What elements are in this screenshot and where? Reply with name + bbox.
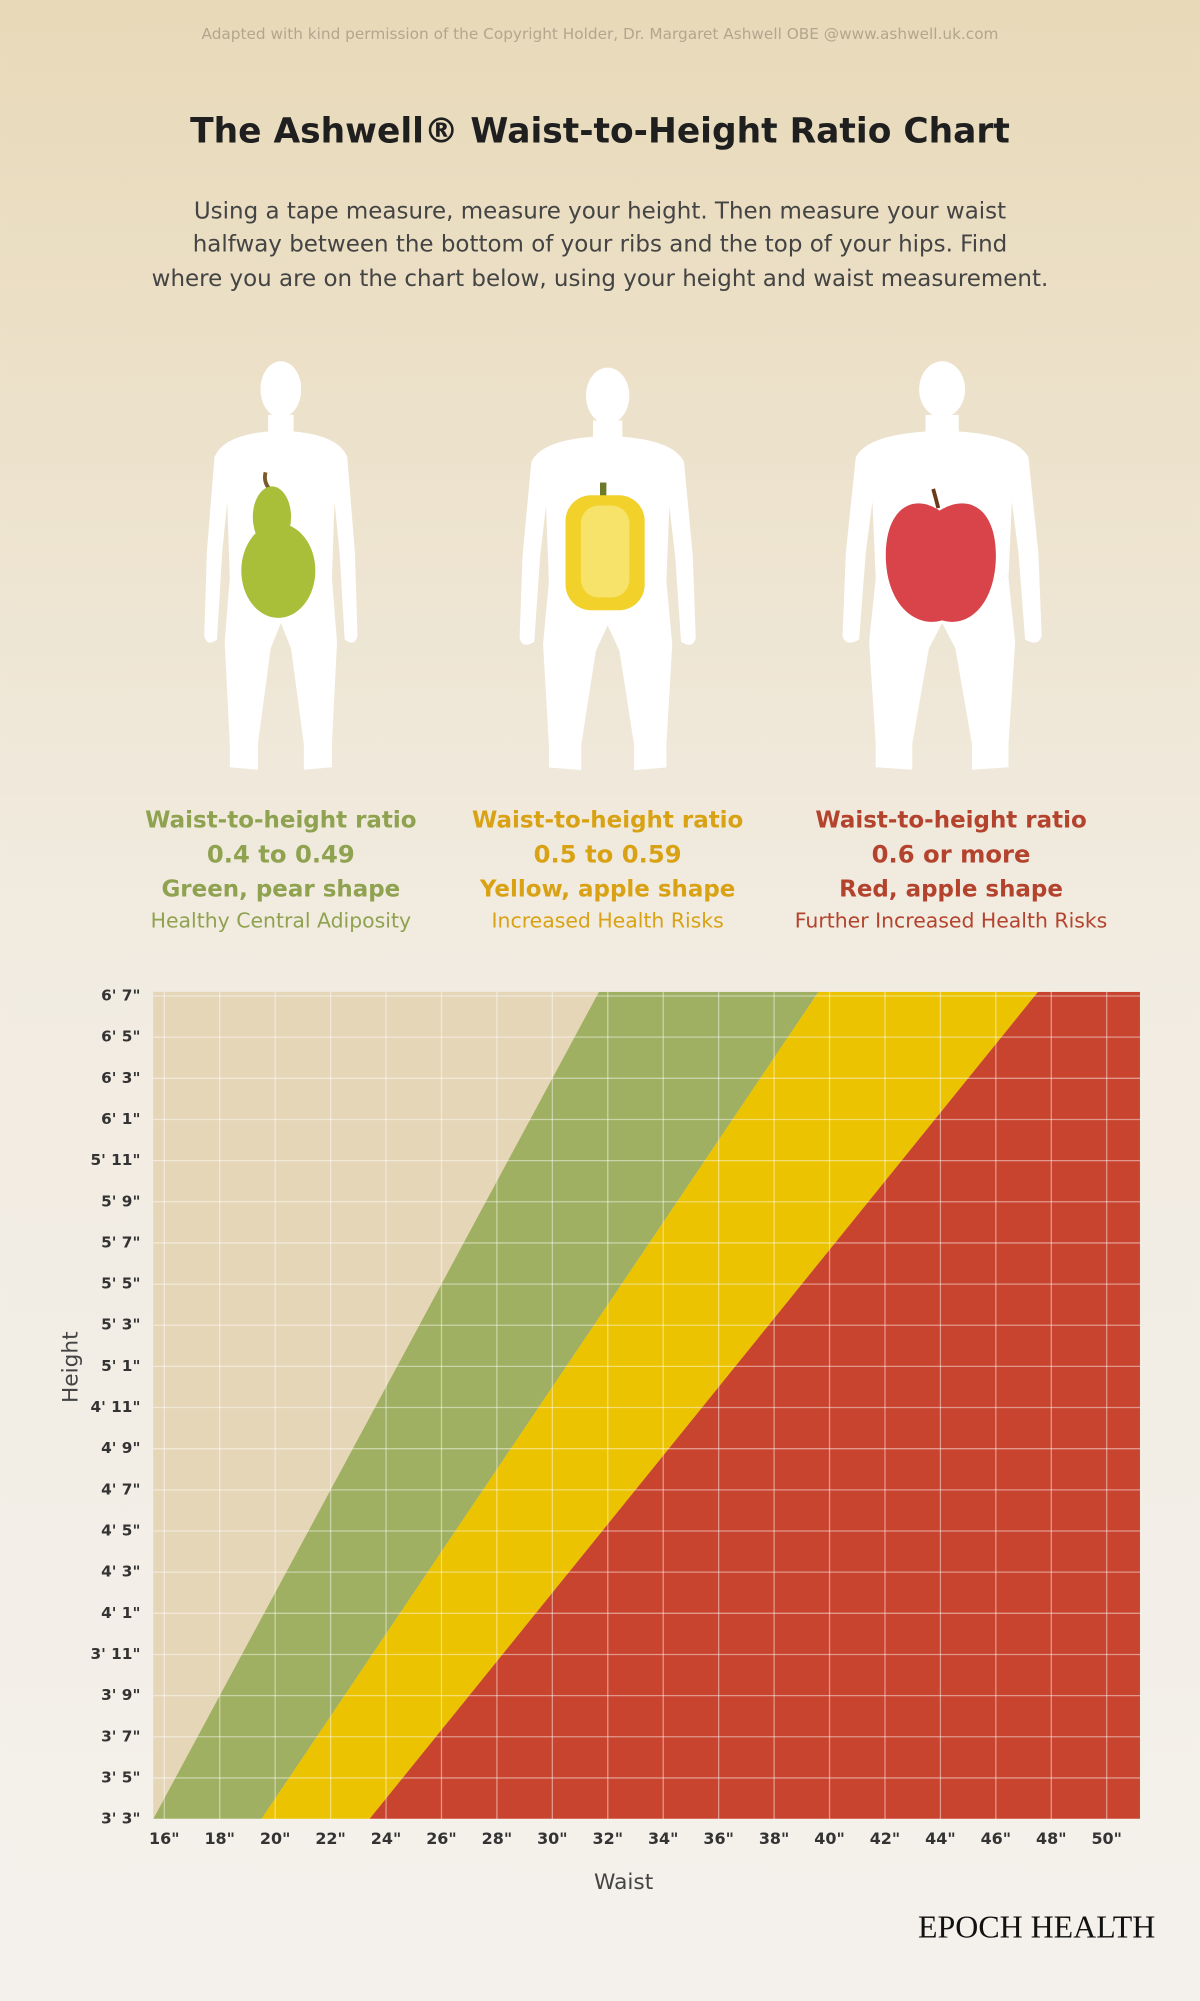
brand: EPOCH HEALTH — [918, 1909, 1155, 1944]
intro-line: halfway between the bottom of your ribs … — [193, 232, 1007, 258]
y-tick-label: 5' 3" — [101, 1316, 140, 1334]
zone-risk: Further Increased Health Risks — [795, 909, 1108, 933]
y-tick-label: 3' 7" — [101, 1727, 140, 1745]
zone-heading: Waist-to-height ratio — [472, 807, 743, 833]
apple-icon — [885, 488, 996, 622]
x-tick-label: 28" — [482, 1829, 512, 1848]
zone-risk: Healthy Central Adiposity — [151, 909, 411, 933]
x-tick-label: 26" — [426, 1829, 456, 1848]
figure-large — [842, 361, 1042, 770]
page-title: The Ashwell® Waist-to-Height Ratio Chart — [190, 111, 1010, 151]
y-tick-label: 4' 1" — [101, 1604, 140, 1622]
y-tick-label: 4' 7" — [101, 1480, 140, 1498]
y-tick-label: 5' 9" — [101, 1192, 140, 1210]
y-tick-label: 5' 7" — [101, 1233, 140, 1251]
x-tick-label: 20" — [260, 1829, 290, 1848]
y-tick-label: 6' 1" — [101, 1110, 140, 1128]
x-tick-label: 22" — [315, 1829, 345, 1848]
chart: 16" 18" 20" 22" 24" 26" 28" 30" 32" 34" 36" 38" 40" 4… — [59, 986, 1140, 1895]
y-tick-label: 5' 11" — [91, 1151, 141, 1169]
intro-line: where you are on the chart below, using … — [152, 266, 1049, 292]
x-tick-label: 42" — [870, 1829, 900, 1848]
zone-shape: Green, pear shape — [161, 876, 400, 902]
zone-heading: Waist-to-height ratio — [145, 807, 416, 833]
zone-heading: Waist-to-height ratio — [815, 807, 1086, 833]
y-tick-label: 3' 11" — [91, 1645, 141, 1663]
x-tick-label: 46" — [981, 1829, 1011, 1848]
credit: Adapted with kind permission of the Copy… — [202, 25, 999, 43]
x-tick-label: 30" — [537, 1829, 567, 1848]
y-axis-label: Height — [59, 1331, 84, 1403]
zone-risk: Increased Health Risks — [492, 909, 724, 933]
y-tick-label: 4' 11" — [91, 1398, 141, 1416]
pear-icon — [241, 471, 316, 618]
x-tick-label: 32" — [593, 1829, 623, 1848]
intro-line: Using a tape measure, measure your heigh… — [194, 198, 1006, 224]
x-tick-label: 44" — [925, 1829, 955, 1848]
y-tick-label: 6' 5" — [101, 1028, 140, 1046]
zone-range: 0.6 or more — [872, 839, 1031, 868]
figure-slim — [204, 361, 358, 770]
pepper-icon — [565, 482, 645, 611]
y-tick-label: 3' 9" — [101, 1686, 140, 1704]
zone-shape: Red, apple shape — [839, 876, 1063, 902]
x-tick-label: 40" — [814, 1829, 844, 1848]
y-tick-label: 5' 1" — [101, 1357, 140, 1375]
x-tick-label: 34" — [648, 1829, 678, 1848]
plot-area — [153, 991, 1140, 1820]
zone-range: 0.4 to 0.49 — [207, 839, 355, 868]
ratio-zone — [153, 991, 819, 1820]
x-tick-label: 50" — [1091, 1829, 1121, 1848]
x-tick-label: 36" — [703, 1829, 733, 1848]
figure-medium — [519, 367, 696, 771]
x-tick-label: 24" — [371, 1829, 401, 1848]
ratio-zone — [261, 991, 1038, 1820]
zone-shape: Yellow, apple shape — [479, 876, 735, 902]
x-tick-label: 16" — [149, 1829, 179, 1848]
y-tick-label: 5' 5" — [101, 1275, 140, 1293]
y-tick-label: 6' 3" — [101, 1069, 140, 1087]
x-tick-label: 48" — [1036, 1829, 1066, 1848]
x-axis-label: Waist — [594, 1870, 653, 1895]
x-tick-label: 18" — [204, 1829, 234, 1848]
y-tick-label: 6' 7" — [101, 986, 140, 1004]
zone-range: 0.5 to 0.59 — [534, 839, 682, 868]
zone-labels: Waist-to-height ratio 0.4 to 0.49 Green, p… — [145, 807, 1107, 932]
x-tick-label: 38" — [759, 1829, 789, 1848]
y-tick-label: 3' 5" — [101, 1768, 140, 1786]
y-tick-label: 4' 5" — [101, 1522, 140, 1540]
y-tick-label: 4' 3" — [101, 1563, 140, 1581]
y-tick-label: 3' 3" — [101, 1810, 140, 1828]
ratio-zone — [369, 991, 1140, 1820]
y-tick-label: 4' 9" — [101, 1439, 140, 1457]
